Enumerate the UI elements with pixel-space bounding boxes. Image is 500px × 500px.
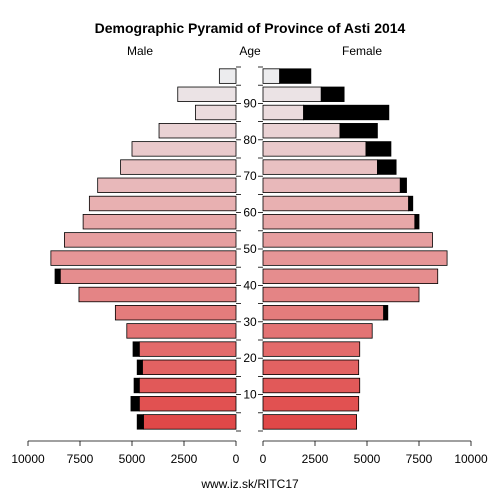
age-axis: 10 20 30 40 50 60 70 80 90 — [236, 66, 263, 432]
male-bar — [141, 359, 237, 375]
male-bar — [126, 323, 237, 339]
female-bar — [262, 268, 439, 284]
male-bar — [50, 250, 237, 266]
x-tick-label: 10000 — [454, 452, 488, 466]
female-bar — [262, 195, 410, 212]
female-excess-bar — [365, 141, 392, 157]
age-tick-label: 70 — [243, 169, 257, 183]
x-tick-label: 5000 — [119, 452, 146, 466]
female-bar — [262, 377, 361, 394]
age-label: Age — [239, 44, 261, 58]
age-tick-label: 10 — [243, 388, 257, 402]
male-excess-bar — [136, 414, 144, 430]
male-bar — [138, 396, 237, 412]
age-tick-label: 80 — [243, 133, 257, 147]
female-bar — [262, 177, 401, 193]
x-tick-label: 2500 — [302, 452, 329, 466]
male-bars — [50, 68, 237, 430]
female-excess-bar — [383, 305, 389, 321]
male-excess-bar — [130, 396, 140, 412]
female-bar — [262, 86, 322, 102]
male-bar — [82, 214, 237, 230]
male-x-axis: 10000 7500 5000 2500 0 — [11, 440, 240, 466]
female-bar — [262, 396, 360, 412]
female-bar — [262, 414, 357, 430]
x-tick-label: 5000 — [354, 452, 381, 466]
male-bar — [59, 268, 237, 284]
chart-title: Demographic Pyramid of Province of Asti … — [95, 20, 406, 36]
female-excess-bar — [279, 68, 312, 84]
male-bar — [88, 195, 237, 212]
male-bar — [64, 232, 237, 248]
female-bar — [262, 104, 304, 121]
male-bar — [131, 141, 237, 157]
male-excess-bar — [54, 268, 61, 284]
female-bar — [262, 323, 373, 339]
x-tick-label: 2500 — [171, 452, 198, 466]
x-tick-label: 0 — [260, 452, 267, 466]
x-tick-label: 10000 — [11, 452, 45, 466]
female-bar — [262, 359, 360, 375]
male-excess-bar — [133, 377, 140, 394]
female-label: Female — [342, 44, 382, 58]
female-bar — [262, 159, 378, 175]
male-bar — [78, 286, 237, 303]
male-bar — [158, 123, 237, 139]
male-bar — [143, 414, 237, 430]
female-excess-bar — [414, 214, 420, 230]
age-tick-label: 50 — [243, 242, 257, 256]
female-excess-bar — [376, 159, 397, 175]
female-bar — [262, 250, 448, 266]
female-x-axis: 0 2500 5000 7500 10000 — [260, 440, 488, 466]
female-excess-bar — [303, 104, 390, 121]
female-bar — [262, 286, 420, 303]
male-bar — [177, 86, 237, 102]
male-bar — [114, 305, 237, 321]
age-tick-label: 60 — [243, 206, 257, 220]
female-excess-bar — [320, 86, 345, 102]
female-bar — [262, 305, 385, 321]
female-excess-bar — [399, 177, 407, 193]
x-tick-label: 0 — [233, 452, 240, 466]
female-bar — [262, 68, 281, 84]
footer-source: www.iz.sk/RITC17 — [200, 477, 299, 491]
female-bar — [262, 232, 433, 248]
x-tick-label: 7500 — [406, 452, 433, 466]
x-tick-label: 7500 — [67, 452, 94, 466]
female-excess-bar — [408, 195, 414, 212]
female-bar — [262, 341, 361, 357]
age-tick-label: 30 — [243, 315, 257, 329]
male-excess-bar — [132, 341, 140, 357]
female-bars — [262, 68, 448, 430]
male-bar — [97, 177, 237, 193]
male-bar — [138, 341, 237, 357]
male-bar — [195, 104, 237, 121]
male-bar — [138, 377, 237, 394]
male-label: Male — [127, 44, 153, 58]
age-tick-label: 40 — [243, 278, 257, 292]
age-tick-label: 90 — [243, 96, 257, 110]
female-excess-bar — [339, 123, 378, 139]
female-bar — [262, 141, 367, 157]
male-excess-bar — [136, 359, 143, 375]
male-bar — [120, 159, 237, 175]
female-bar — [262, 123, 341, 139]
age-tick-label: 20 — [243, 351, 257, 365]
male-bar — [218, 68, 237, 84]
female-bar — [262, 214, 416, 230]
